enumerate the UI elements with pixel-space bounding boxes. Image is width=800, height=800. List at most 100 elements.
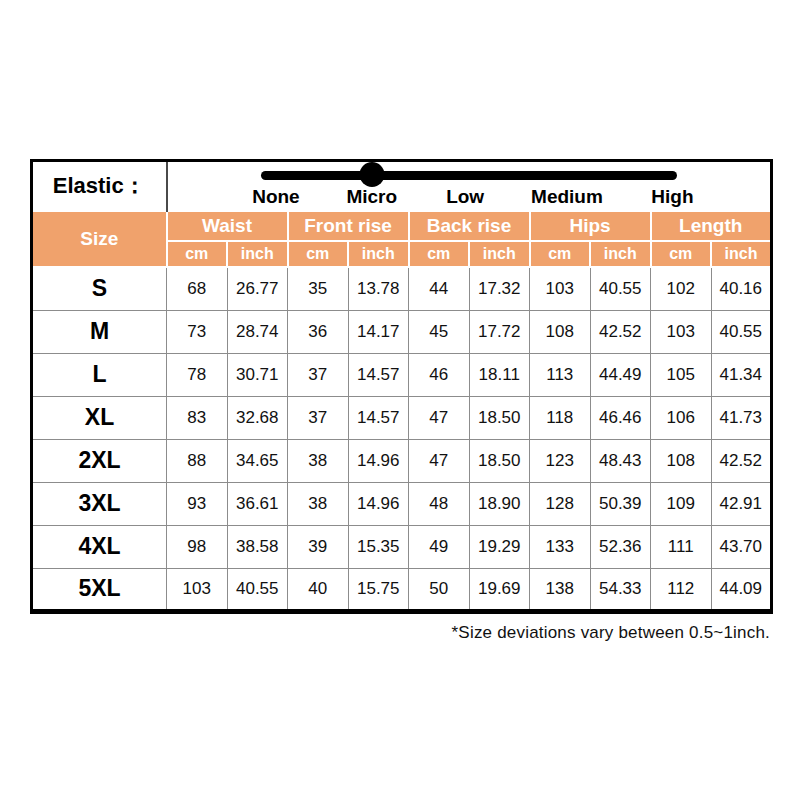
measurement-cell: 19.29 — [469, 525, 530, 568]
size-label: M — [32, 310, 167, 353]
measurement-cell: 98 — [167, 525, 228, 568]
slider-track-bar — [261, 171, 677, 180]
group-header-cell: Back rise — [409, 211, 530, 241]
measurement-cell: 50 — [409, 568, 470, 611]
size-label: XL — [32, 396, 167, 439]
measurement-cell: 123 — [530, 439, 591, 482]
group-header-cell: Length — [651, 211, 772, 241]
table-row: XL8332.683714.574718.5011846.4610641.73 — [32, 396, 772, 439]
measurement-cell: 14.96 — [348, 439, 409, 482]
measurement-cell: 38 — [288, 439, 349, 482]
table-row: L7830.713714.574618.1111344.4910541.34 — [32, 353, 772, 396]
measurement-cell: 113 — [530, 353, 591, 396]
elastic-slider-cell: NoneMicroLowMediumHigh — [167, 161, 772, 212]
measurement-cell: 40.55 — [227, 568, 288, 611]
group-header-cell: Hips — [530, 211, 651, 241]
measurement-cell: 42.52 — [590, 310, 651, 353]
table-row: 4XL9838.583915.354919.2913352.3611143.70 — [32, 525, 772, 568]
measurement-cell: 30.71 — [227, 353, 288, 396]
measurement-cell: 102 — [651, 267, 712, 310]
measurement-cell: 73 — [167, 310, 228, 353]
measurement-cell: 19.69 — [469, 568, 530, 611]
elastic-label: Elastic： — [32, 161, 167, 212]
unit-header-cell: cm — [288, 241, 349, 267]
measurement-cell: 48 — [409, 482, 470, 525]
measurement-cell: 34.65 — [227, 439, 288, 482]
size-label: 4XL — [32, 525, 167, 568]
measurement-cell: 15.75 — [348, 568, 409, 611]
measurement-cell: 14.57 — [348, 396, 409, 439]
size-table-body: S6826.773513.784417.3210340.5510240.16M7… — [32, 267, 772, 611]
measurement-cell: 42.91 — [711, 482, 772, 525]
measurement-cell: 108 — [530, 310, 591, 353]
elastic-row: Elastic： NoneMicroLowMediumHigh — [32, 161, 772, 212]
measurement-cell: 111 — [651, 525, 712, 568]
table-row: 5XL10340.554015.755019.6913854.3311244.0… — [32, 568, 772, 611]
measurement-cell: 48.43 — [590, 439, 651, 482]
group-header-row: Size WaistFront riseBack riseHipsLength — [32, 211, 772, 241]
unit-header-cell: inch — [469, 241, 530, 267]
measurement-cell: 138 — [530, 568, 591, 611]
measurement-cell: 46 — [409, 353, 470, 396]
measurement-cell: 103 — [651, 310, 712, 353]
measurement-cell: 36.61 — [227, 482, 288, 525]
measurement-cell: 36 — [288, 310, 349, 353]
measurement-cell: 45 — [409, 310, 470, 353]
measurement-cell: 44.49 — [590, 353, 651, 396]
measurement-cell: 44 — [409, 267, 470, 310]
measurement-cell: 108 — [651, 439, 712, 482]
elastic-level-label: Micro — [346, 186, 397, 208]
slider-thumb-dot — [359, 162, 384, 187]
measurement-cell: 46.46 — [590, 396, 651, 439]
measurement-cell: 128 — [530, 482, 591, 525]
measurement-cell: 41.73 — [711, 396, 772, 439]
measurement-cell: 78 — [167, 353, 228, 396]
measurement-cell: 40.55 — [711, 310, 772, 353]
measurement-cell: 39 — [288, 525, 349, 568]
measurement-cell: 18.50 — [469, 439, 530, 482]
measurement-cell: 40.55 — [590, 267, 651, 310]
measurement-cell: 26.77 — [227, 267, 288, 310]
measurement-cell: 133 — [530, 525, 591, 568]
measurement-cell: 93 — [167, 482, 228, 525]
measurement-cell: 68 — [167, 267, 228, 310]
measurement-cell: 37 — [288, 353, 349, 396]
measurement-cell: 105 — [651, 353, 712, 396]
measurement-cell: 44.09 — [711, 568, 772, 611]
measurement-cell: 14.96 — [348, 482, 409, 525]
unit-header-cell: cm — [530, 241, 591, 267]
measurement-cell: 17.32 — [469, 267, 530, 310]
unit-header-cell: inch — [590, 241, 651, 267]
measurement-cell: 32.68 — [227, 396, 288, 439]
size-label: 5XL — [32, 568, 167, 611]
measurement-cell: 37 — [288, 396, 349, 439]
measurement-cell: 52.36 — [590, 525, 651, 568]
size-chart: Elastic： NoneMicroLowMediumHigh Size Wai… — [30, 159, 770, 643]
table-row: 2XL8834.653814.964718.5012348.4310842.52 — [32, 439, 772, 482]
measurement-cell: 43.70 — [711, 525, 772, 568]
measurement-cell: 106 — [651, 396, 712, 439]
group-header-cell: Waist — [167, 211, 288, 241]
measurement-cell: 103 — [167, 568, 228, 611]
measurement-cell: 38 — [288, 482, 349, 525]
measurement-cell: 14.17 — [348, 310, 409, 353]
unit-header-cell: inch — [348, 241, 409, 267]
elastic-slider: NoneMicroLowMediumHigh — [168, 162, 771, 210]
measurement-cell: 103 — [530, 267, 591, 310]
measurement-cell: 47 — [409, 396, 470, 439]
measurement-cell: 18.50 — [469, 396, 530, 439]
measurement-cell: 15.35 — [348, 525, 409, 568]
unit-header-cell: cm — [651, 241, 712, 267]
measurement-cell: 50.39 — [590, 482, 651, 525]
measurement-cell: 18.90 — [469, 482, 530, 525]
measurement-cell: 109 — [651, 482, 712, 525]
table-row: M7328.743614.174517.7210842.5210340.55 — [32, 310, 772, 353]
unit-header-cell: cm — [167, 241, 228, 267]
elastic-level-label: None — [252, 186, 300, 208]
size-table: Elastic： NoneMicroLowMediumHigh Size Wai… — [30, 159, 773, 614]
measurement-cell: 41.34 — [711, 353, 772, 396]
measurement-cell: 35 — [288, 267, 349, 310]
measurement-cell: 17.72 — [469, 310, 530, 353]
measurement-cell: 13.78 — [348, 267, 409, 310]
elastic-level-label: High — [651, 186, 693, 208]
